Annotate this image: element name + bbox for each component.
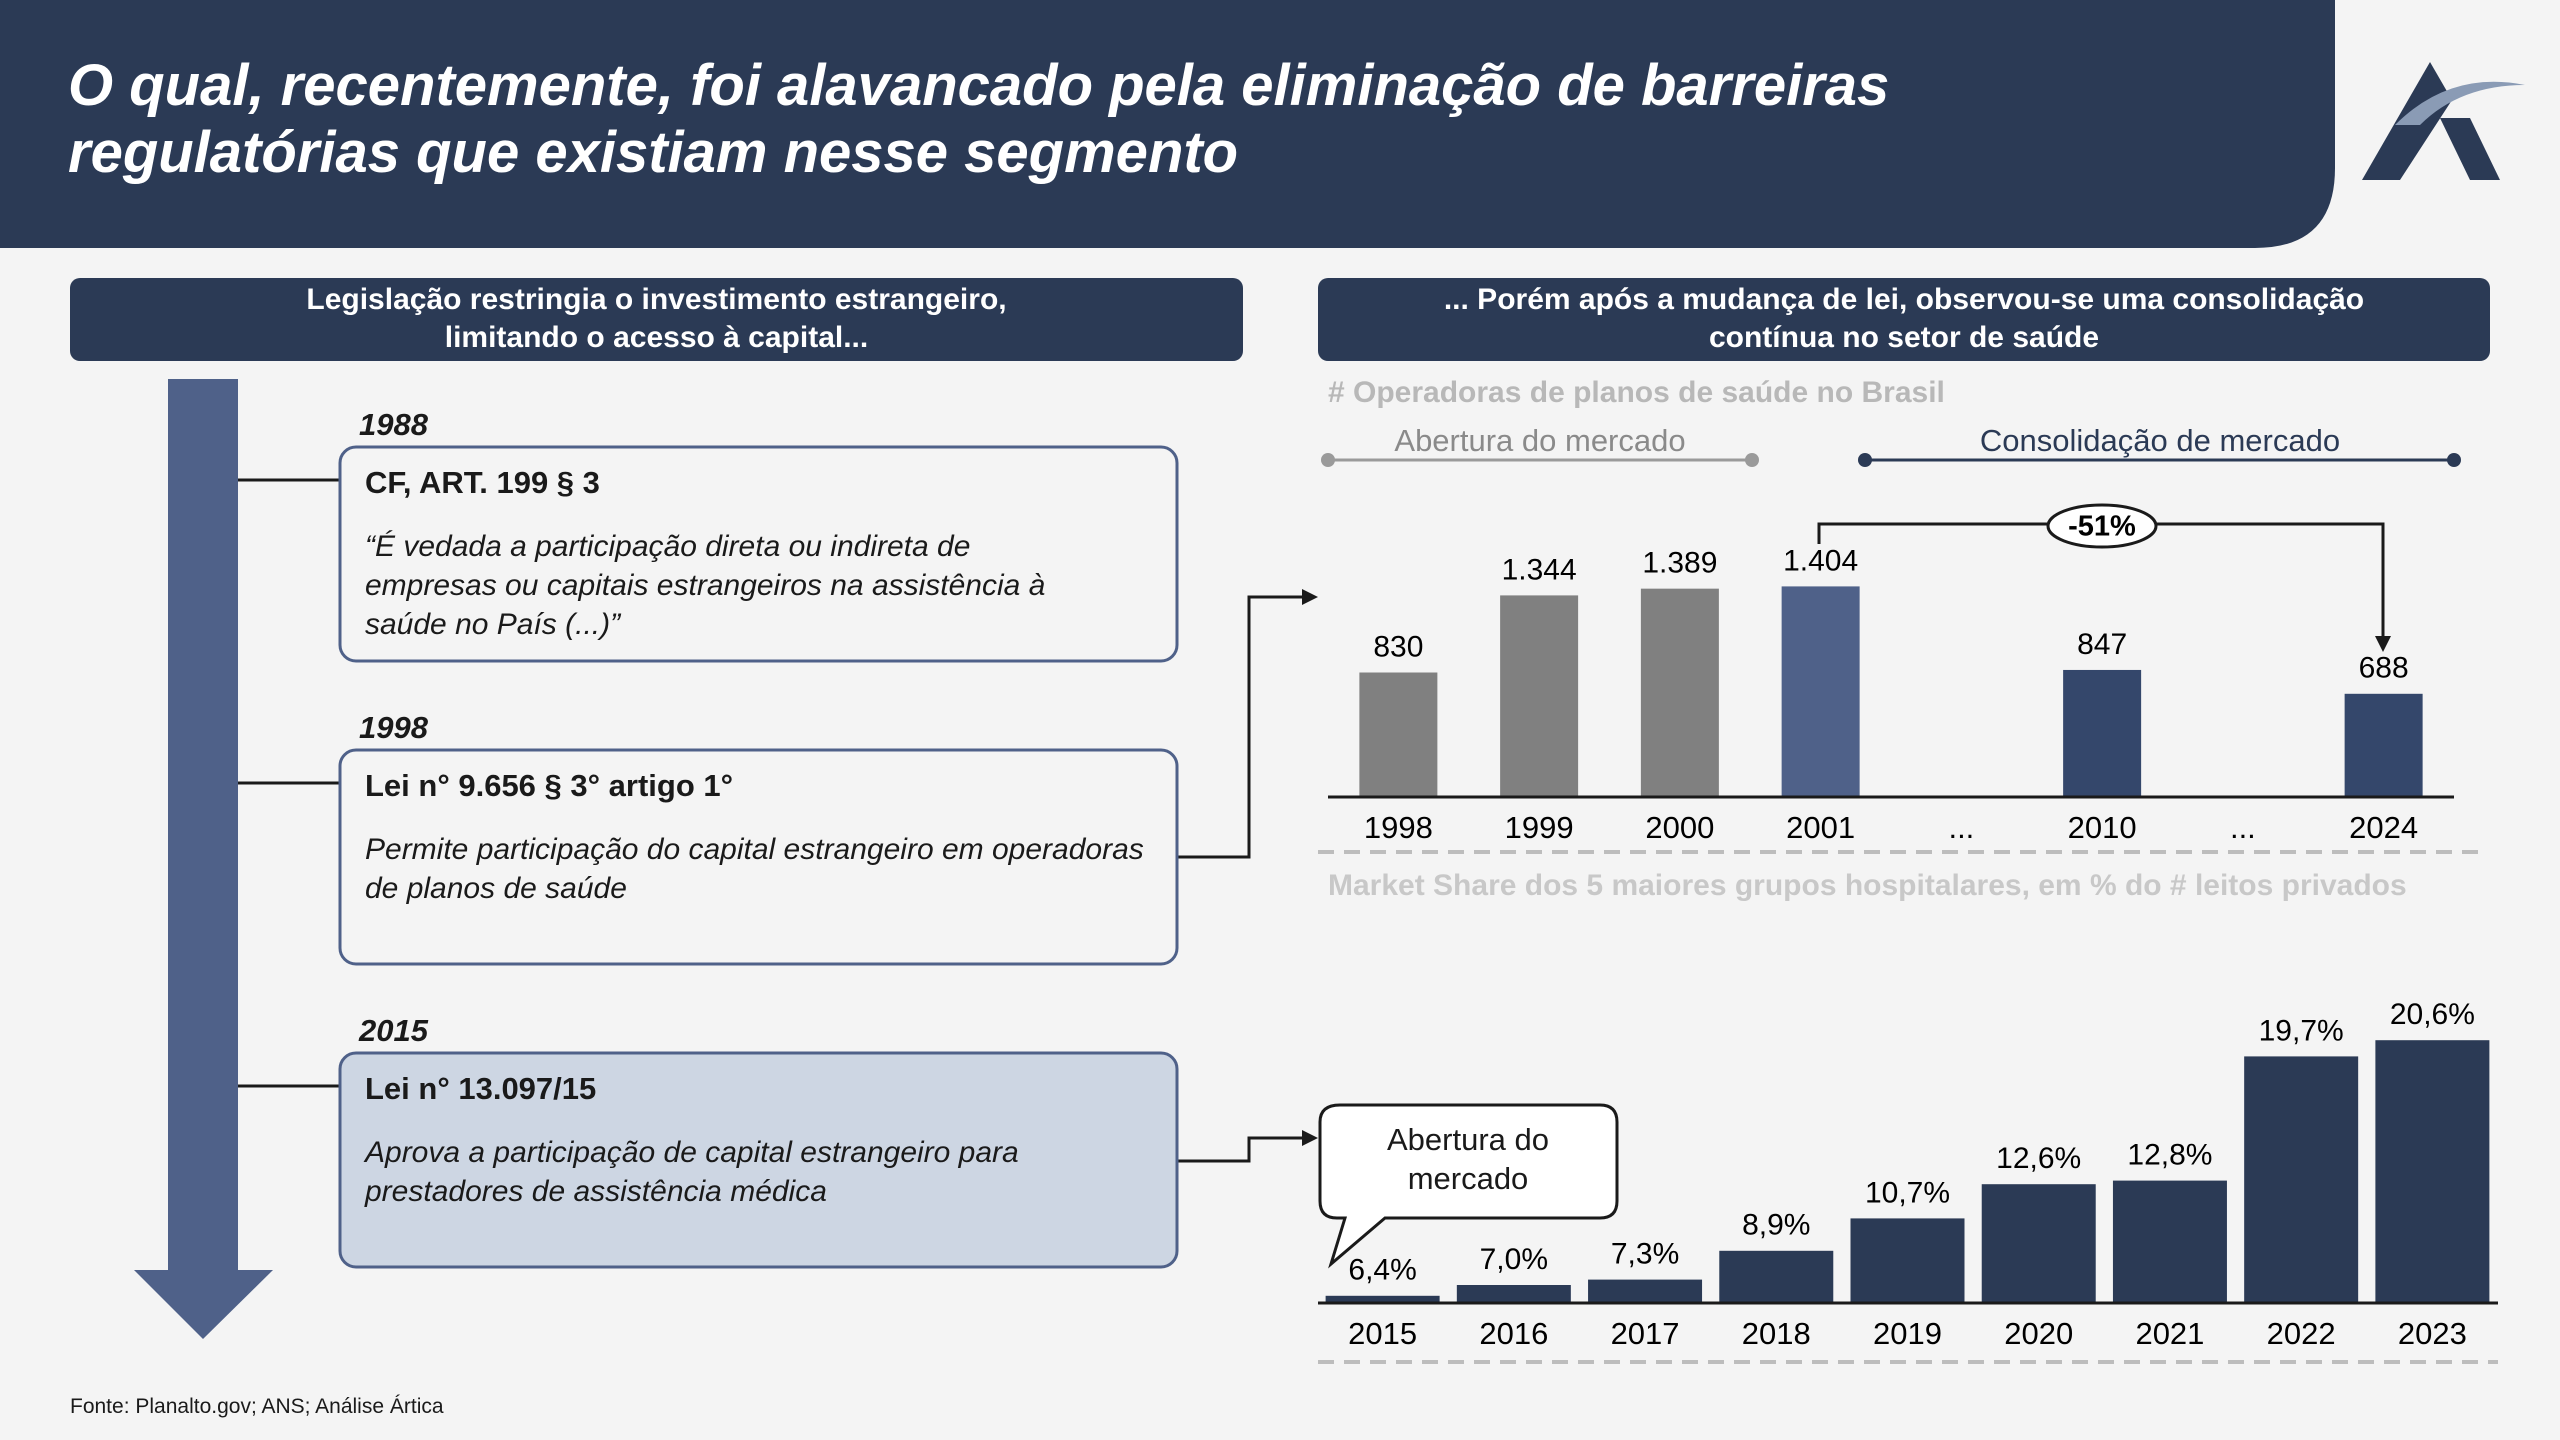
entry-title: Lei n° 9.656 § 3° artigo 1° (365, 768, 734, 803)
x-tick-label: 2021 (2135, 1316, 2204, 1351)
bar (1781, 586, 1860, 797)
bar (1588, 1279, 1703, 1303)
value-label: 6,4% (1348, 1254, 1416, 1287)
heading-line: contínua no setor de saúde (1708, 321, 2100, 354)
x-tick-label: 2001 (1786, 810, 1855, 845)
connector-arrow (1302, 589, 1318, 605)
callout-text: Abertura do mercado (1387, 1122, 1549, 1196)
source: Fonte: Planalto.gov; ANS; Análise Ártica (70, 1395, 444, 1418)
entry-title: CF, ART. 199 § 3 (365, 465, 600, 500)
value-label: 7,3% (1611, 1238, 1679, 1271)
connector-arrow (1302, 1130, 1318, 1146)
change-label: -51% (2068, 511, 2136, 543)
entry-box (338, 748, 1179, 966)
bar (1981, 1184, 2096, 1303)
entry-text: Aprova a participação de capital estrang… (365, 1136, 1019, 1208)
value-label: 10,7% (1865, 1176, 1950, 1209)
x-tick-label: ... (1948, 810, 1974, 845)
year-label: 1988 (359, 407, 428, 442)
year-label: 1998 (359, 710, 428, 745)
entry-box (338, 1051, 1179, 1269)
bar (2344, 693, 2423, 797)
entry-title: Lei n° 13.097/15 (365, 1071, 597, 1106)
bar (2244, 1056, 2359, 1303)
connector (1177, 595, 1310, 859)
x-tick-label: 2016 (1479, 1316, 1548, 1351)
chart-title: Market Share dos 5 maiores grupos hospit… (1328, 869, 2407, 902)
bar (1359, 672, 1438, 797)
x-tick-label: ... (2230, 810, 2256, 845)
x-tick-label: 2018 (1742, 1316, 1811, 1351)
entry-text: “É vedada a participação direta ou indir… (365, 530, 1046, 641)
x-tick-label: 2019 (1873, 1316, 1942, 1351)
value-label: 12,6% (1996, 1142, 2081, 1175)
value-label: 7,0% (1480, 1243, 1548, 1276)
x-tick-label: 2024 (2349, 810, 2418, 845)
entry-text: Permite participação do capital estrange… (365, 833, 1144, 905)
left-heading-box (70, 278, 1243, 361)
x-tick-label: 1998 (1364, 810, 1433, 845)
x-tick-label: 2010 (2068, 810, 2137, 845)
x-tick-label: 2000 (1645, 810, 1714, 845)
bar (2063, 669, 2142, 797)
heading-line: limitando o acesso à capital... (444, 321, 869, 354)
header-band (0, 0, 2335, 248)
bar (2112, 1180, 2227, 1303)
slide-title: O qual, recentemente, foi alavancado pel… (68, 52, 1889, 186)
value-label: 8,9% (1742, 1209, 1810, 1242)
phase-label: Consolidação de mercado (1980, 423, 2340, 458)
phase-dot (1745, 453, 1759, 467)
bar (1850, 1218, 1965, 1303)
bar (1456, 1285, 1571, 1303)
timeline-arrow (168, 379, 238, 1272)
bar (1500, 595, 1579, 797)
right-heading: ... Porém após a mudança de lei, observo… (1318, 281, 2490, 357)
value-label: 1.344 (1502, 553, 1577, 586)
phase-dot (1858, 453, 1872, 467)
value-label: 847 (2077, 628, 2127, 661)
chart-title: # Operadoras de planos de saúde no Brasi… (1328, 376, 1945, 409)
x-tick-label: 2022 (2267, 1316, 2336, 1351)
logo (2362, 62, 2525, 180)
x-tick-label: 2023 (2398, 1316, 2467, 1351)
left-heading: Legislação restringia o investimento est… (70, 281, 1243, 357)
phase-label: Abertura do mercado (1394, 423, 1685, 458)
bar (1325, 1295, 1440, 1303)
value-label: 830 (1373, 630, 1423, 663)
heading-line: Legislação restringia o investimento est… (306, 283, 1007, 316)
change-badge (2046, 503, 2158, 549)
change-arrow (2375, 636, 2391, 652)
x-tick-label: 2020 (2004, 1316, 2073, 1351)
phase-dot (1321, 453, 1335, 467)
value-label: 19,7% (2259, 1014, 2344, 1047)
x-tick-label: 2017 (1611, 1316, 1680, 1351)
bar (1719, 1250, 1834, 1303)
phase-dot (2447, 453, 2461, 467)
x-tick-label: 2015 (1348, 1316, 1417, 1351)
bar (1640, 588, 1719, 797)
x-tick-label: 1999 (1505, 810, 1574, 845)
entry-box (338, 445, 1179, 663)
connector (1177, 1136, 1310, 1163)
callout (1318, 1103, 1619, 1269)
heading-line: ... Porém após a mudança de lei, observo… (1443, 283, 2365, 316)
title-line: regulatórias que existiam nesse segmento (68, 120, 1239, 185)
value-label: 1.404 (1783, 544, 1858, 577)
value-label: 1.389 (1642, 547, 1717, 580)
year-label: 2015 (359, 1013, 428, 1048)
timeline-arrowhead (134, 1270, 273, 1339)
value-label: 20,6% (2390, 998, 2475, 1031)
value-label: 688 (2359, 652, 2409, 685)
title-line: O qual, recentemente, foi alavancado pel… (68, 53, 1890, 118)
value-label: 12,8% (2127, 1139, 2212, 1172)
bar (2375, 1040, 2490, 1303)
right-heading-box (1318, 278, 2490, 361)
